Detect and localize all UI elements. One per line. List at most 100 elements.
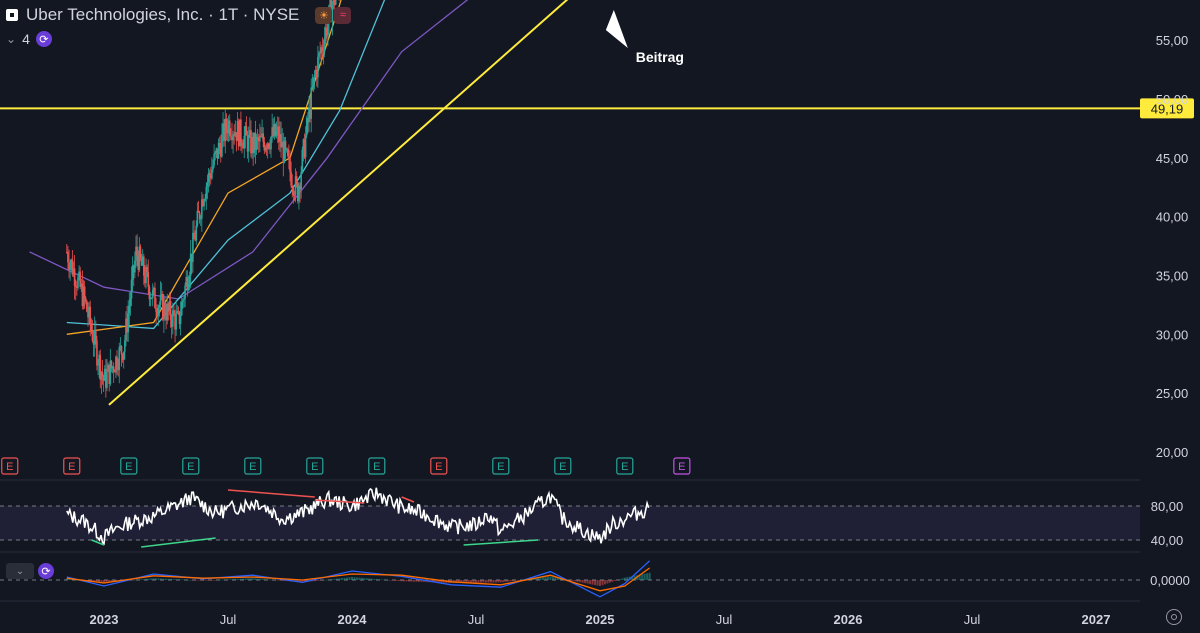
- earnings-marker-label: E: [187, 461, 194, 473]
- settings-gear-icon[interactable]: [1166, 609, 1182, 625]
- macd-bar: [393, 580, 396, 581]
- macd-bar: [358, 577, 361, 580]
- rsi-line: [66, 487, 650, 546]
- macd-bar: [204, 580, 207, 581]
- earnings-marker-label: E: [497, 461, 504, 473]
- wave-icon[interactable]: ≈: [334, 6, 352, 24]
- candle-body: [177, 311, 180, 312]
- macd-bar: [537, 577, 539, 580]
- earnings-marker: [430, 457, 448, 475]
- candle-body: [175, 313, 177, 330]
- candle-body: [257, 137, 260, 142]
- macd-bar: [197, 580, 200, 581]
- time-axis-tick: Jul: [716, 612, 733, 627]
- macd-bar: [298, 580, 301, 583]
- macd-bar: [589, 580, 592, 585]
- chevron-down-icon[interactable]: ⌄: [6, 32, 17, 46]
- macd-bar: [383, 579, 386, 581]
- macd-bar: [373, 578, 376, 580]
- candle-body: [213, 154, 215, 166]
- candle-body: [286, 149, 289, 156]
- macd-sync-icon[interactable]: ⟳: [38, 563, 54, 579]
- candle-body: [314, 69, 317, 75]
- candle-body: [235, 132, 238, 141]
- candle-body: [116, 356, 118, 370]
- candle-body: [78, 271, 80, 278]
- macd-bar: [519, 580, 522, 581]
- candle-body: [151, 289, 154, 299]
- macd-bar: [219, 579, 222, 581]
- candle-body: [312, 77, 315, 88]
- candle-body: [282, 142, 285, 163]
- macd-bar: [323, 579, 326, 581]
- macd-bar: [107, 580, 110, 583]
- macd-bar: [147, 578, 150, 580]
- candle-body: [260, 135, 262, 137]
- macd-bar: [479, 580, 482, 583]
- macd-bar: [440, 580, 443, 583]
- candle-body: [135, 246, 137, 261]
- candle-body: [284, 140, 287, 150]
- candle-body: [319, 52, 321, 54]
- macd-bar: [70, 579, 73, 580]
- candle-body: [68, 262, 70, 270]
- macd-bar: [105, 580, 108, 583]
- macd-bar: [331, 579, 334, 580]
- macd-bar: [316, 580, 319, 581]
- collapse-icon[interactable]: ⌄: [6, 563, 34, 579]
- macd-bar: [489, 580, 492, 583]
- macd-bar: [217, 579, 220, 581]
- macd-bar: [231, 579, 234, 580]
- macd-bar: [264, 579, 267, 580]
- candle-body: [331, 4, 334, 22]
- symbol-title[interactable]: Uber Technologies, Inc. · 1T · NYSE: [26, 5, 300, 24]
- candle-body: [289, 157, 291, 172]
- candle-body: [173, 310, 175, 316]
- macd-bar: [165, 578, 167, 580]
- price-axis-tick: 55,00: [1156, 33, 1189, 48]
- candle-body: [307, 118, 309, 123]
- macd-line: [66, 560, 651, 598]
- macd-bar: [167, 578, 170, 580]
- sun-icon[interactable]: ☀: [315, 6, 333, 24]
- candle-body: [166, 303, 169, 321]
- candle-body: [202, 199, 204, 206]
- candle-body: [86, 301, 88, 312]
- macd-bar: [274, 580, 277, 581]
- sync-icon[interactable]: ⟳: [35, 31, 52, 47]
- candle-body: [266, 143, 269, 149]
- candle-body: [291, 185, 294, 188]
- macd-bar: [378, 579, 381, 580]
- macd-bar: [130, 580, 133, 581]
- candle-body: [115, 356, 117, 373]
- rsi-axis-tick: 40,00: [1151, 533, 1184, 548]
- macd-bar: [603, 580, 606, 585]
- candle-body: [230, 135, 232, 137]
- candle-body: [216, 148, 219, 159]
- macd-bar: [422, 580, 425, 583]
- candle-body: [127, 313, 129, 333]
- earnings-marker-label: E: [311, 461, 318, 473]
- candle-body: [84, 298, 87, 302]
- candle-body: [203, 200, 205, 206]
- candle-body: [82, 286, 85, 307]
- candle-body: [292, 187, 295, 195]
- moving-average-fast: [66, 0, 342, 335]
- indicator-toggle[interactable]: ⌄ 4 ⟳: [6, 31, 52, 47]
- candle-body: [309, 107, 311, 119]
- candle-body: [241, 142, 243, 147]
- macd-bar: [584, 580, 587, 584]
- candle-body: [141, 256, 144, 266]
- moving-average-slow: [29, 0, 469, 300]
- candle-body: [108, 364, 111, 384]
- macd-bar: [266, 579, 269, 580]
- candle-body: [302, 139, 305, 150]
- price-axis-tick: 40,00: [1156, 210, 1189, 225]
- candle-body: [187, 284, 190, 291]
- price-axis-tick: 25,00: [1156, 386, 1189, 401]
- candle-body: [72, 268, 75, 275]
- divergence-line: [91, 539, 105, 546]
- candle-body: [226, 129, 229, 134]
- candle-body: [205, 186, 208, 199]
